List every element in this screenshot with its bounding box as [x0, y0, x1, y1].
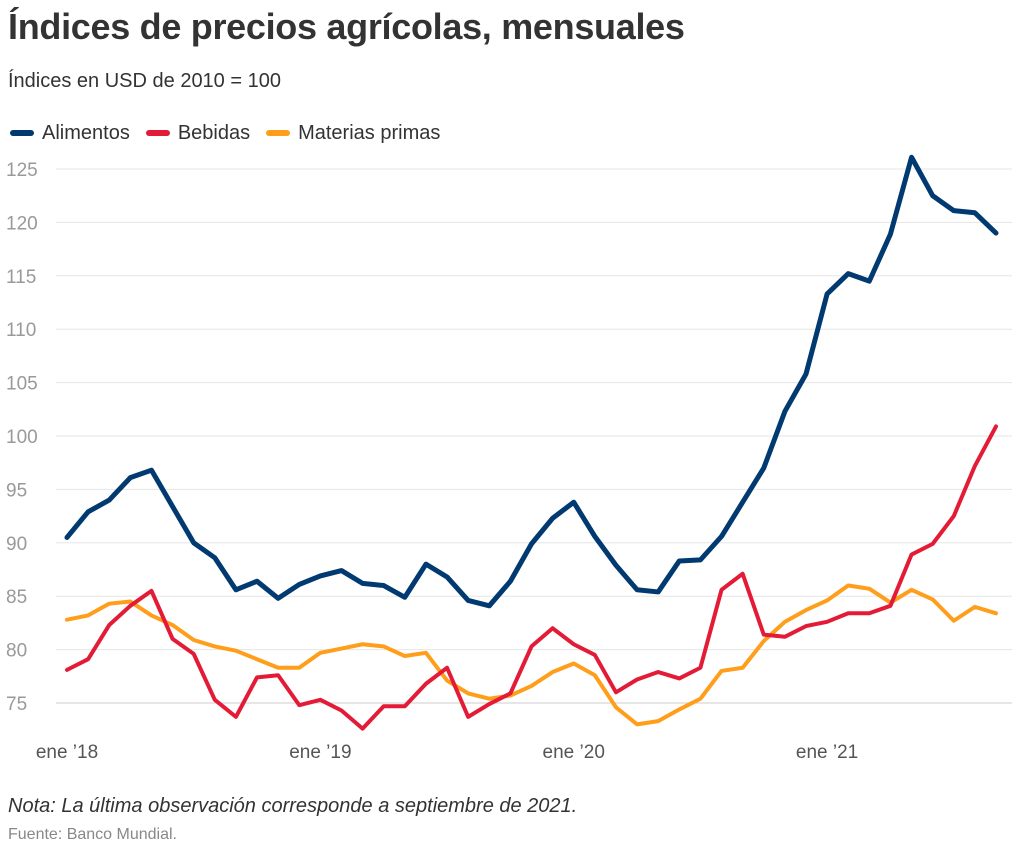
- y-tick-label: 110: [6, 320, 36, 341]
- y-tick-label: 75: [6, 694, 27, 715]
- x-tick-label: ene ’20: [543, 742, 605, 763]
- legend-label-materias-primas: Materias primas: [298, 121, 441, 144]
- legend-label-alimentos: Alimentos: [42, 121, 130, 144]
- y-tick-label: 85: [6, 587, 27, 608]
- chart-title: Índices de precios agrícolas, mensuales: [8, 6, 685, 47]
- y-tick-label: 90: [6, 534, 27, 555]
- y-tick-label: 100: [6, 427, 38, 448]
- x-tick-label: ene ’21: [796, 742, 858, 763]
- series-line-bebidas: [65, 424, 998, 731]
- y-tick-label: 120: [6, 213, 38, 234]
- legend-swatch-materias-primas: [266, 130, 291, 136]
- x-tick-label: ene ’18: [36, 742, 98, 763]
- x-tick-label: ene ’19: [289, 742, 351, 763]
- y-axis-ticks: 75 80 85 90 95 100 105 110 115 120 125: [6, 160, 38, 715]
- chart-note: Nota: La última observación corresponde …: [8, 795, 578, 817]
- legend-swatch-alimentos: [10, 130, 34, 136]
- chart-subtitle: Índices en USD de 2010 = 100: [8, 70, 281, 92]
- x-axis-ticks: ene ’18 ene ’19 ene ’20 ene ’21: [36, 742, 858, 763]
- y-tick-label: 95: [6, 480, 27, 501]
- legend-item-alimentos: Alimentos: [10, 122, 130, 145]
- chart-source: Fuente: Banco Mundial.: [8, 826, 177, 843]
- series-line-materias-primas: [65, 583, 998, 727]
- y-tick-label: 125: [6, 160, 38, 181]
- y-tick-label: 80: [6, 641, 27, 662]
- legend-item-materias-primas: Materias primas: [266, 122, 440, 145]
- legend-swatch-bebidas: [145, 130, 170, 136]
- gridlines: [56, 168, 1012, 704]
- legend: Alimentos Bebidas Materias primas: [10, 120, 456, 146]
- y-tick-label: 115: [6, 267, 36, 288]
- legend-item-bebidas: Bebidas: [145, 121, 251, 145]
- legend-label-bebidas: Bebidas: [177, 121, 251, 144]
- series-line-alimentos: [64, 154, 999, 609]
- y-tick-label: 105: [6, 374, 38, 395]
- series-lines: [64, 154, 999, 731]
